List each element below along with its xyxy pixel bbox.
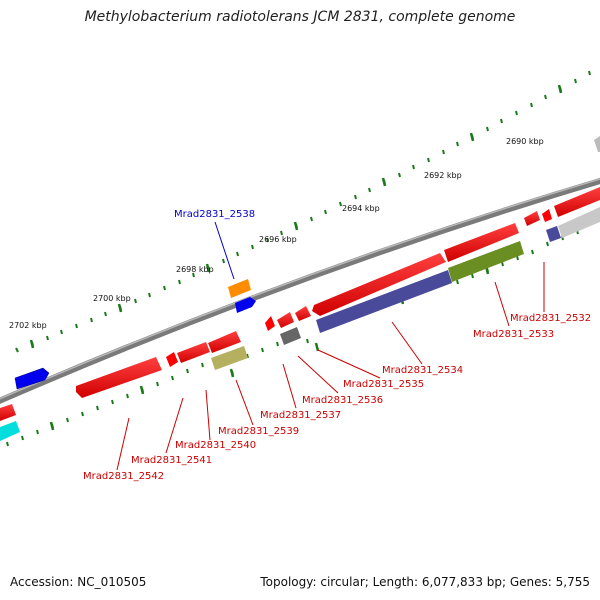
gene-label-2532[interactable]: Mrad2831_2532 xyxy=(510,313,591,324)
gene-red-long-3[interactable] xyxy=(554,187,600,217)
scale-label-2698: 2698 kbp xyxy=(176,265,214,274)
gene-mrad2831-2537[interactable] xyxy=(280,327,301,345)
gene-mrad2831-2539-red[interactable] xyxy=(208,331,241,353)
gene-labels: Mrad2831_2538 Mrad2831_2532 Mrad2831_253… xyxy=(83,209,591,482)
genome-backbone xyxy=(0,177,600,404)
gene-blue-left[interactable] xyxy=(14,367,50,390)
scale-label-2700: 2700 kbp xyxy=(93,294,131,303)
gene-red-small-e[interactable] xyxy=(542,209,552,222)
gene-label-2542[interactable]: Mrad2831_2542 xyxy=(83,471,164,482)
gene-mrad2831-2534[interactable] xyxy=(316,270,452,333)
gene-label-2535[interactable]: Mrad2831_2535 xyxy=(343,379,424,390)
reverse-strand-genes xyxy=(0,207,600,441)
gene-label-2541[interactable]: Mrad2831_2541 xyxy=(131,455,212,466)
scale-label-2696: 2696 kbp xyxy=(259,235,297,244)
gene-label-2538[interactable]: Mrad2831_2538 xyxy=(174,209,255,220)
gene-label-2536[interactable]: Mrad2831_2536 xyxy=(302,395,383,406)
gene-red-small-d[interactable] xyxy=(524,211,540,226)
gene-red-small-c[interactable] xyxy=(295,306,311,321)
gene-red-small-b[interactable] xyxy=(277,312,294,328)
gene-red-left-edge[interactable] xyxy=(0,404,16,421)
gene-red-long-2[interactable] xyxy=(444,223,519,262)
gene-mrad2831-2539-khaki[interactable] xyxy=(211,346,248,370)
gene-label-2534[interactable]: Mrad2831_2534 xyxy=(382,365,463,376)
map-title: Methylobacterium radiotolerans JCM 2831,… xyxy=(84,9,516,25)
gene-label-2539[interactable]: Mrad2831_2539 xyxy=(218,426,299,437)
outer-scale-major-ticks xyxy=(29,84,563,349)
gene-label-2533[interactable]: Mrad2831_2533 xyxy=(473,329,554,340)
gene-red-long-1[interactable] xyxy=(312,253,446,316)
scale-label-2690: 2690 kbp xyxy=(506,137,544,146)
gene-mrad2831-2533[interactable] xyxy=(448,241,524,282)
gene-cyan-left-edge[interactable] xyxy=(0,421,20,441)
genome-summary-text: Topology: circular; Length: 6,077,833 bp… xyxy=(260,575,590,589)
scale-labels: 2690 kbp 2692 kbp 2694 kbp 2696 kbp 2698… xyxy=(9,137,544,330)
gene-grey-top[interactable] xyxy=(594,136,600,152)
gene-grey-right[interactable] xyxy=(558,207,600,238)
gene-red-small-a[interactable] xyxy=(265,316,275,331)
gene-label-2540[interactable]: Mrad2831_2540 xyxy=(175,440,256,451)
gene-mrad2831-2541[interactable] xyxy=(166,352,178,367)
gene-mrad2831-2538-blue[interactable] xyxy=(235,297,256,313)
gene-mrad2831-2540[interactable] xyxy=(177,342,210,363)
forward-strand-genes xyxy=(14,136,600,390)
gene-label-2537[interactable]: Mrad2831_2537 xyxy=(260,410,341,421)
gene-navy-small[interactable] xyxy=(546,226,561,242)
accession-text: Accession: NC_010505 xyxy=(10,575,147,589)
scale-label-2702: 2702 kbp xyxy=(9,321,47,330)
gene-mrad2831-2538-orange[interactable] xyxy=(228,279,251,298)
label-leaders xyxy=(116,221,545,471)
scale-label-2692: 2692 kbp xyxy=(424,171,462,180)
gene-mrad2831-2542[interactable] xyxy=(76,357,162,398)
scale-label-2694: 2694 kbp xyxy=(342,204,380,213)
